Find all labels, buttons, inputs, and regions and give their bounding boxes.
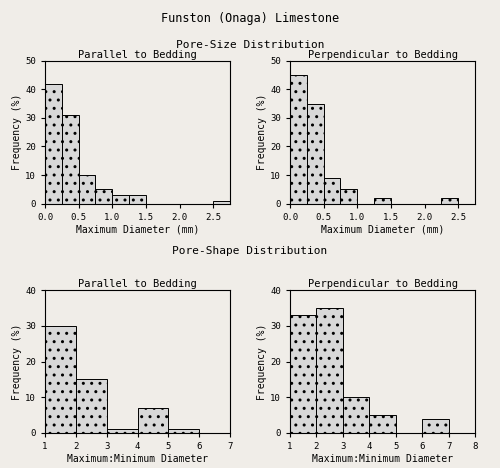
Title: Parallel to Bedding: Parallel to Bedding (78, 279, 197, 289)
Bar (62, 115, 78, 204)
Text: Pore-Size Distribution: Pore-Size Distribution (176, 40, 324, 50)
Y-axis label: Frequency (%): Frequency (%) (12, 94, 22, 170)
Bar (129, 195, 146, 204)
X-axis label: Maximum Diameter (mm): Maximum Diameter (mm) (321, 224, 444, 234)
Bar (340, 189, 357, 204)
X-axis label: Maximum Diameter (mm): Maximum Diameter (mm) (76, 224, 199, 234)
Bar (112, 195, 129, 204)
Text: Pore-Shape Distribution: Pore-Shape Distribution (172, 246, 328, 256)
Title: Perpendicular to Bedding: Perpendicular to Bedding (308, 50, 458, 60)
Text: Funston (Onaga) Limestone: Funston (Onaga) Limestone (161, 12, 339, 25)
Bar (343, 397, 369, 433)
Title: Perpendicular to Bedding: Perpendicular to Bedding (308, 279, 458, 289)
Y-axis label: Frequency (%): Frequency (%) (12, 323, 22, 400)
Bar (230, 426, 261, 433)
Bar (168, 429, 199, 433)
Bar (442, 198, 458, 204)
Bar (370, 415, 396, 433)
X-axis label: Maximum:Minimum Diameter: Maximum:Minimum Diameter (312, 453, 453, 464)
Y-axis label: Frequency (%): Frequency (%) (258, 323, 268, 400)
Bar (138, 408, 168, 433)
Bar (374, 198, 391, 204)
X-axis label: Maximum:Minimum Diameter: Maximum:Minimum Diameter (67, 453, 208, 464)
Bar (45, 326, 76, 433)
Bar (422, 418, 448, 433)
Bar (45, 84, 62, 204)
Bar (106, 429, 138, 433)
Title: Parallel to Bedding: Parallel to Bedding (78, 50, 197, 60)
Bar (316, 308, 343, 433)
Bar (290, 315, 316, 433)
Bar (324, 178, 340, 204)
Bar (76, 380, 106, 433)
Bar (307, 104, 324, 204)
Y-axis label: Frequency (%): Frequency (%) (258, 94, 268, 170)
Bar (213, 201, 230, 204)
Bar (475, 426, 500, 433)
Bar (96, 189, 112, 204)
Bar (78, 175, 96, 204)
Bar (290, 75, 307, 204)
